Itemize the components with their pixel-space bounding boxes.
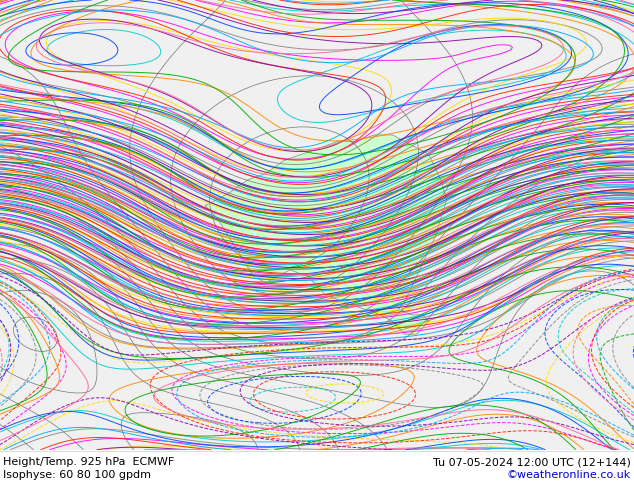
Text: Isophyse: 60 80 100 gpdm: Isophyse: 60 80 100 gpdm <box>3 470 151 480</box>
Polygon shape <box>205 135 447 334</box>
Text: Height/Temp. 925 hPa  ECMWF: Height/Temp. 925 hPa ECMWF <box>3 457 174 467</box>
Text: ©weatheronline.co.uk: ©weatheronline.co.uk <box>507 470 631 480</box>
Text: Tu 07-05-2024 12:00 UTC (12+144): Tu 07-05-2024 12:00 UTC (12+144) <box>433 457 631 467</box>
